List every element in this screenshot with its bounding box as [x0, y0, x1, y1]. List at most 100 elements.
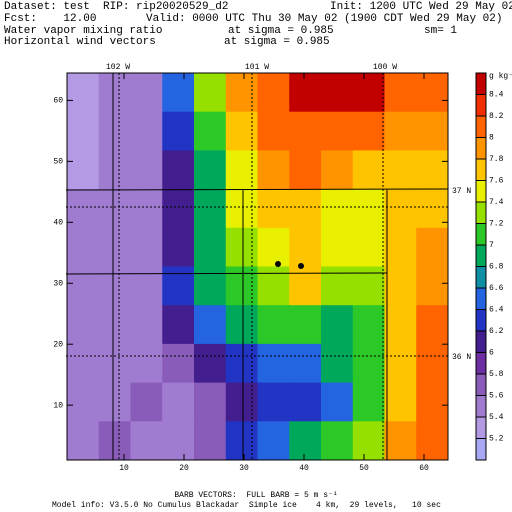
field-cell: [225, 227, 258, 267]
colorbar-swatch: [476, 309, 486, 332]
field-cell: [162, 305, 195, 345]
field-cell: [130, 227, 163, 267]
field-cell: [384, 189, 417, 229]
field-cell: [384, 227, 417, 267]
colorbar-swatch: [476, 137, 486, 160]
field-cell: [225, 343, 258, 384]
field-cell: [257, 111, 290, 151]
field-cell: [98, 227, 131, 267]
field-level: at sigma = 0.985: [224, 36, 330, 48]
field-cell: [321, 150, 354, 190]
map-lines: [65, 73, 449, 460]
colorbar-label: 6.6: [489, 284, 504, 293]
y-tick-label: 50: [53, 157, 63, 166]
field-cell: [98, 266, 131, 306]
field-cell: [352, 150, 385, 190]
field-cell: [67, 227, 100, 267]
field-cell: [321, 227, 354, 267]
field-cell: [67, 305, 100, 345]
colorbar-label: 7.2: [489, 220, 504, 229]
x-tick-label: 50: [359, 464, 369, 473]
colorbar-label: 7.8: [489, 155, 504, 164]
colorbar-swatch: [476, 73, 486, 95]
field-cell: [130, 266, 163, 306]
field-cell: [130, 343, 163, 384]
border: [65, 188, 449, 191]
field-cell: [352, 227, 385, 267]
field-cell: [194, 343, 227, 384]
field-cell: [416, 73, 449, 113]
colorbar-label: 8: [489, 134, 494, 143]
colorbar-label: 5.8: [489, 370, 504, 379]
field-cell: [162, 266, 195, 306]
field-cell: [130, 73, 163, 113]
latitude-label: 36 N: [452, 353, 471, 362]
field-name: Water vapor mixing ratio: [4, 25, 162, 37]
field-cell: [352, 189, 385, 229]
station: [275, 261, 281, 267]
field-cell: [67, 343, 100, 384]
field-name: Horizontal wind vectors: [4, 36, 156, 48]
field-cell: [416, 382, 449, 422]
field-cell: [162, 382, 195, 422]
field-cell: [257, 189, 290, 229]
field-cell: [130, 421, 163, 461]
field-cell: [352, 266, 385, 306]
field-cell: [130, 382, 163, 422]
field-cell: [257, 305, 290, 345]
x-tick-label: 60: [419, 464, 429, 473]
field-cell: [257, 227, 290, 267]
colorbar-swatch: [476, 395, 486, 418]
field-cell: [289, 111, 322, 151]
field-cell: [98, 189, 131, 229]
field-cell: [225, 305, 258, 345]
fcst: Fcst: 12.00: [4, 13, 96, 25]
field-cell: [384, 150, 417, 190]
field-cell: [352, 421, 385, 461]
colorbar-label: 6: [489, 349, 494, 358]
field-cell: [162, 150, 195, 190]
colorbar-swatch: [476, 438, 486, 461]
model-info: Model info: V3.5.0 No Cumulus Blackadar …: [52, 501, 441, 510]
field-cell: [416, 189, 449, 229]
x-tick-label: 20: [179, 464, 189, 473]
field-cell: [67, 266, 100, 306]
valid: Valid: 0000 UTC Thu 30 May 02 (1900 CDT …: [146, 13, 502, 25]
field-cell: [98, 421, 131, 461]
colorbar-swatch: [476, 116, 486, 138]
colorbar-swatch: [476, 288, 486, 310]
field-cell: [321, 266, 354, 306]
field-cell: [162, 227, 195, 267]
field-cell: [194, 227, 227, 267]
field-cell: [384, 305, 417, 345]
field-cell: [384, 73, 417, 113]
smoothing: sm= 1: [424, 25, 457, 37]
field-cell: [289, 266, 322, 306]
field-cell: [257, 343, 290, 384]
field-cell: [416, 421, 449, 461]
field-cell: [289, 421, 322, 461]
field-cell: [257, 421, 290, 461]
colorbar-label: 8.4: [489, 91, 504, 100]
plot-frame: [66, 72, 449, 461]
field-cell: [225, 111, 258, 151]
field-cell: [162, 343, 195, 384]
field-cell: [321, 382, 354, 422]
dataset: Dataset: test RIP: rip20020529_d2: [4, 1, 228, 13]
barb-note: BARB VECTORS: FULL BARB = 5 m s⁻¹: [174, 491, 337, 500]
field-cell: [384, 266, 417, 306]
field-cell: [416, 227, 449, 267]
field-cell: [194, 382, 227, 422]
field-cell: [194, 111, 227, 151]
x-tick-label: 30: [239, 464, 249, 473]
colorbar-unit: g kg⁻¹: [489, 72, 512, 81]
longitude-label: 101 W: [245, 63, 269, 72]
field: [67, 73, 449, 461]
field-cell: [384, 421, 417, 461]
longitude-label: 102 W: [106, 63, 130, 72]
field-cell: [67, 189, 100, 229]
field-cell: [352, 382, 385, 422]
field-cell: [352, 111, 385, 151]
field-cell: [67, 421, 100, 461]
